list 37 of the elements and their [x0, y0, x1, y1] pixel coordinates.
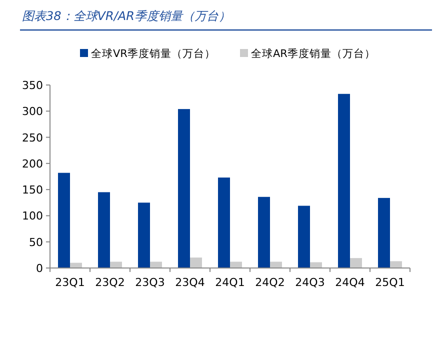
y-tick-label: 300: [22, 105, 43, 118]
x-tick-label: 24Q3: [295, 276, 325, 289]
bar: [218, 178, 230, 268]
bar: [178, 109, 190, 268]
y-tick-label: 200: [22, 157, 43, 170]
bar: [338, 94, 350, 268]
x-tick-label: 24Q2: [255, 276, 285, 289]
y-tick-label: 350: [22, 79, 43, 92]
bar: [190, 258, 202, 268]
bar: [378, 198, 390, 268]
x-tick-label: 24Q4: [335, 276, 365, 289]
bar: [138, 202, 150, 268]
bar: [390, 261, 402, 268]
bar: [58, 172, 70, 268]
bar: [350, 258, 362, 268]
y-tick-label: 100: [22, 210, 43, 223]
bar: [230, 262, 242, 268]
x-tick-label: 23Q3: [135, 276, 165, 289]
x-tick-label: 23Q1: [55, 276, 85, 289]
bar: [150, 262, 162, 268]
y-tick-label: 250: [22, 131, 43, 144]
bar: [110, 262, 122, 268]
bar: [270, 262, 282, 268]
y-tick-label: 0: [36, 262, 43, 275]
x-tick-label: 24Q1: [215, 276, 245, 289]
y-tick-label: 150: [22, 184, 43, 197]
bar: [98, 192, 110, 268]
x-tick-label: 23Q4: [175, 276, 205, 289]
x-tick-label: 23Q2: [95, 276, 125, 289]
bar: [258, 196, 270, 268]
chart-title: 图表38：全球VR/AR季度销量（万台）: [22, 9, 230, 23]
bar: [310, 262, 322, 268]
x-tick-label: 25Q1: [375, 276, 405, 289]
bar: [298, 206, 310, 268]
y-tick-label: 50: [29, 236, 43, 249]
legend-label: 全球AR季度销量（万台）: [251, 47, 376, 60]
legend-label: 全球VR季度销量（万台）: [91, 47, 216, 60]
